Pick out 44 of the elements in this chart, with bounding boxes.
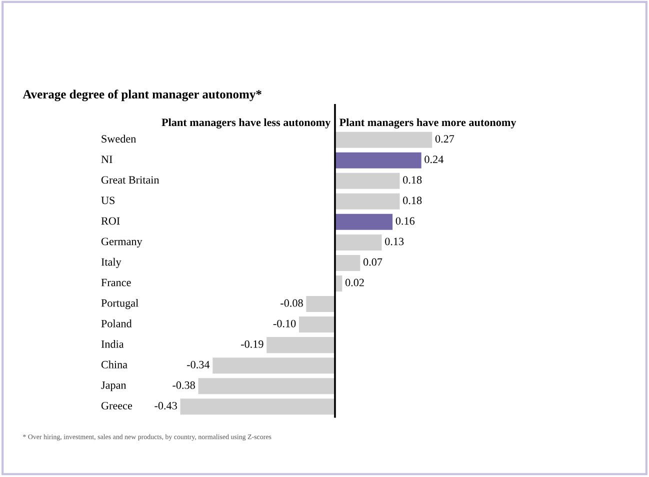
data-label: 0.02: [345, 278, 364, 286]
y-tick-label: Japan: [101, 382, 126, 392]
bar: [334, 193, 400, 210]
data-label: -0.19: [241, 340, 264, 348]
y-tick-label: Greece: [101, 402, 132, 410]
data-label: 0.18: [403, 176, 422, 184]
data-label: -0.10: [273, 320, 296, 328]
bar: [334, 132, 432, 148]
y-tick-label: Germany: [101, 238, 142, 248]
y-tick-label: France: [101, 278, 131, 286]
bar: [212, 358, 335, 374]
annotation: Plant managers have more autonomy: [339, 118, 516, 128]
bar: [306, 296, 335, 312]
bar: [266, 337, 335, 354]
bar: [180, 398, 335, 415]
bar: [334, 254, 360, 271]
bar: [334, 234, 382, 250]
y-tick-label: Great Britain: [101, 176, 160, 184]
bar: [298, 316, 335, 333]
bar: [198, 378, 335, 394]
y-tick-label: Sweden: [102, 134, 136, 143]
y-tick-label: Poland: [101, 320, 132, 328]
y-tick-label: US: [101, 196, 114, 204]
y-tick-label: India: [101, 340, 124, 348]
bar: [334, 152, 422, 168]
y-tick-label: ROI: [101, 217, 120, 225]
data-label: -0.43: [154, 402, 177, 410]
y-tick-label: Portugal: [101, 298, 138, 310]
annotation: Plant managers have less autonomy: [162, 118, 331, 128]
bar: [334, 214, 393, 230]
data-label: 0.16: [396, 217, 415, 225]
data-label: -0.34: [187, 360, 210, 368]
data-label: -0.38: [172, 381, 195, 389]
bar: [334, 172, 400, 189]
data-label: 0.07: [363, 258, 382, 266]
data-label: 0.27: [435, 135, 454, 143]
data-label: 0.24: [424, 156, 444, 164]
y-tick-label: China: [101, 360, 128, 368]
y-tick-label: Italy: [101, 258, 122, 268]
data-label: 0.13: [385, 238, 404, 246]
data-label: 0.18: [403, 196, 422, 204]
y-tick-label: NI: [101, 156, 112, 164]
data-label: -0.08: [280, 299, 303, 307]
chart-title: Average degree of plant manager autonomy*: [22, 90, 262, 102]
